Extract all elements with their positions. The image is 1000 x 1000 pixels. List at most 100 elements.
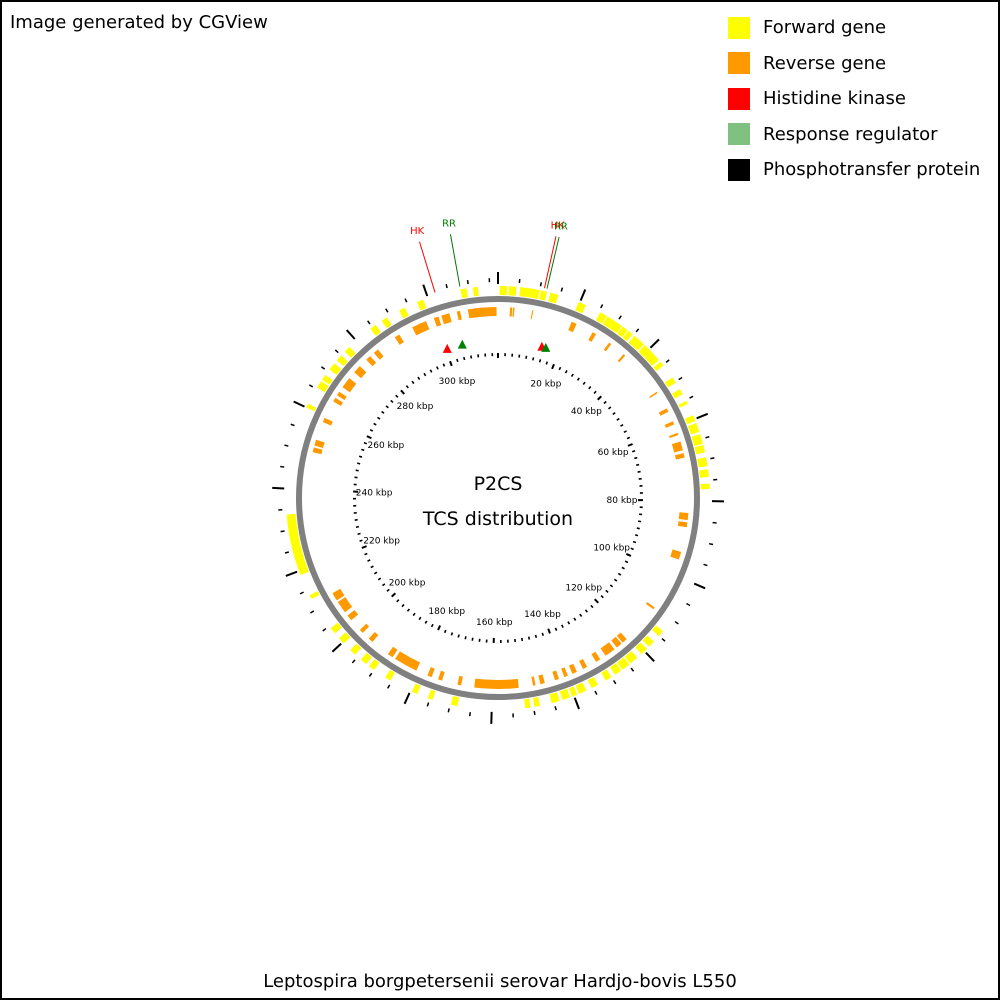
forward-gene-block bbox=[601, 669, 612, 681]
ruler-tick bbox=[436, 366, 439, 370]
reverse-gene-block bbox=[438, 670, 445, 681]
kbp-label: 220 kbp bbox=[363, 537, 400, 547]
outer-tick-mark bbox=[280, 530, 285, 533]
ruler-tick bbox=[411, 380, 415, 385]
ruler-tick bbox=[357, 462, 361, 465]
outer-tick-mark bbox=[308, 384, 314, 388]
genome-backbone bbox=[296, 296, 700, 700]
legend-label: Response regulator bbox=[763, 123, 938, 145]
rr-callout-label: RR bbox=[442, 218, 456, 229]
forward-gene-block bbox=[697, 457, 708, 468]
ruler-tick bbox=[456, 358, 459, 363]
forward-gene-block bbox=[370, 324, 381, 336]
outer-tick-mark bbox=[635, 328, 640, 333]
outer-tick-mark bbox=[649, 338, 660, 349]
forward-gene-block bbox=[652, 625, 663, 636]
forward-gene-block bbox=[653, 361, 664, 372]
legend-item-reverse-gene: Reverse gene bbox=[728, 46, 980, 82]
reverse-gene-block bbox=[617, 354, 626, 363]
ruler-tick bbox=[636, 527, 640, 530]
outer-tick-mark bbox=[686, 602, 691, 607]
outer-tick-mark bbox=[705, 435, 710, 439]
reverse-gene-block bbox=[591, 651, 601, 662]
forward-gene-block bbox=[460, 288, 468, 299]
ruler-tick bbox=[442, 363, 446, 367]
forward-gene-block bbox=[524, 698, 531, 709]
legend-label: Reverse gene bbox=[763, 52, 887, 74]
legend-swatch-icon bbox=[728, 123, 750, 146]
forward-gene-block bbox=[559, 688, 571, 700]
ruler-tick bbox=[547, 628, 551, 634]
ruler-tick bbox=[527, 636, 531, 640]
ruler-tick bbox=[561, 624, 564, 628]
reverse-gene-block bbox=[611, 636, 622, 648]
outer-tick-mark bbox=[645, 651, 655, 663]
reverse-gene-block bbox=[366, 356, 377, 367]
ruler-tick bbox=[364, 552, 368, 556]
ruler-tick bbox=[554, 627, 558, 631]
ruler-tick bbox=[395, 394, 399, 398]
reverse-gene-block bbox=[670, 549, 682, 560]
reverse-gene-block bbox=[568, 663, 577, 674]
ruler-tick bbox=[450, 632, 454, 636]
ruler-tick bbox=[357, 532, 361, 536]
reverse-gene-block bbox=[512, 307, 515, 317]
outer-tick-mark bbox=[678, 376, 683, 381]
forward-gene-block bbox=[616, 657, 630, 670]
outer-tick-mark bbox=[404, 298, 408, 303]
reverse-gene-block bbox=[603, 342, 612, 352]
reverse-gene-block bbox=[677, 521, 688, 528]
ruler-tick bbox=[609, 584, 614, 588]
kbp-label: 180 kbp bbox=[428, 607, 465, 617]
forward-gene-block bbox=[575, 301, 583, 313]
ruler-tick bbox=[363, 441, 368, 445]
ruler-tick bbox=[424, 620, 428, 624]
kbp-label: 20 kbp bbox=[530, 380, 561, 390]
forward-gene-block bbox=[687, 422, 700, 435]
reverse-gene-block bbox=[456, 310, 462, 321]
outer-tick-mark bbox=[689, 395, 694, 399]
ruler-tick bbox=[470, 355, 473, 359]
ruler-tick bbox=[541, 632, 544, 637]
generator-note: Image generated by CGView bbox=[10, 12, 268, 33]
ruler-tick bbox=[630, 547, 634, 551]
outer-tick-mark bbox=[573, 697, 580, 710]
forward-gene-block bbox=[338, 632, 351, 644]
ruler-tick bbox=[361, 448, 365, 452]
forward-gene-block bbox=[350, 643, 362, 655]
forward-gene-block bbox=[416, 299, 427, 311]
outer-tick-mark bbox=[630, 667, 635, 672]
forward-gene-block bbox=[306, 403, 317, 412]
forward-gene-block bbox=[317, 381, 329, 393]
reverse-gene-block bbox=[457, 675, 463, 686]
outer-tick-mark bbox=[290, 423, 295, 427]
forward-gene-block bbox=[336, 355, 348, 367]
forward-gene-block bbox=[699, 469, 709, 478]
outer-tick-mark bbox=[284, 444, 289, 447]
kbp-label: 80 kbp bbox=[607, 496, 638, 506]
forward-gene-block bbox=[381, 317, 392, 329]
forward-gene-block bbox=[508, 286, 517, 296]
ruler-tick bbox=[625, 553, 632, 557]
forward-gene-block bbox=[360, 652, 372, 665]
ruler-tick bbox=[624, 560, 629, 564]
forward-gene-block bbox=[694, 444, 706, 455]
forward-gene-block bbox=[638, 345, 659, 366]
ruler-tick bbox=[626, 436, 631, 440]
kbp-label: 300 kbp bbox=[439, 377, 476, 387]
ruler-tick bbox=[593, 390, 597, 394]
forward-gene-block bbox=[427, 689, 436, 700]
hk-callout-label: HK bbox=[410, 226, 425, 237]
forward-gene-block bbox=[617, 326, 628, 338]
organism-name: Leptospira borgpetersenii serovar Hardjo… bbox=[263, 971, 737, 992]
reverse-gene-block bbox=[561, 667, 568, 678]
forward-gene-block bbox=[330, 622, 342, 634]
legend-label: Phosphotransfer protein bbox=[763, 159, 981, 181]
outer-tick-mark bbox=[468, 712, 471, 717]
outer-tick-mark bbox=[320, 366, 326, 370]
kbp-ruler: 20 kbp 40 kbp 60 kbp 80 kbp 100 kbp 120 kbp 14… bbox=[352, 353, 643, 643]
ruler-tick bbox=[417, 376, 421, 381]
forward-gene-block bbox=[691, 434, 703, 447]
hk-callout-label: HK bbox=[551, 221, 566, 232]
